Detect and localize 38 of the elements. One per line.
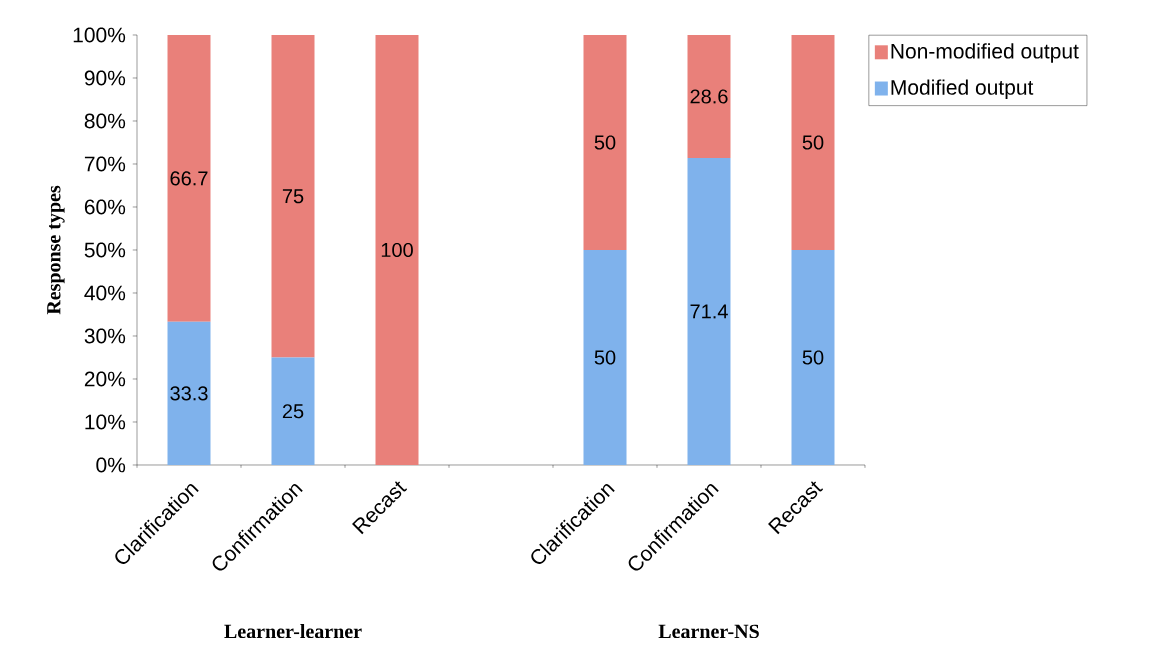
bar <box>375 34 419 465</box>
data-label: 25 <box>282 404 304 419</box>
y-tick-label: 70% <box>84 156 126 172</box>
y-tick-label: 40% <box>84 285 126 301</box>
y-tick-label: 30% <box>84 328 126 344</box>
legend-label: Non-modified output <box>891 43 1079 63</box>
bar <box>271 34 315 358</box>
bar <box>583 34 627 250</box>
data-label: 71.4 <box>690 304 728 319</box>
y-tick-label: 10% <box>85 414 126 430</box>
y-axis-title: Response types <box>47 185 65 315</box>
y-tick-label: 90% <box>84 70 126 86</box>
text: Learner-learner <box>224 624 362 639</box>
bar <box>791 34 835 250</box>
y-tick-label: 60% <box>84 199 126 215</box>
data-label: 50 <box>594 350 616 365</box>
bar <box>167 34 211 322</box>
bar <box>791 249 835 465</box>
y-tick-label: 80% <box>84 113 126 129</box>
bar <box>583 249 627 465</box>
bar <box>271 357 315 465</box>
y-tick-label: 20% <box>84 371 126 387</box>
data-label: 50 <box>594 135 616 150</box>
data-label: 50 <box>802 135 824 150</box>
data-label: 66.7 <box>170 171 208 186</box>
data-label: 33.3 <box>170 386 208 401</box>
bar <box>687 157 731 465</box>
y-tick-label: 0% <box>96 457 126 473</box>
y-tick-label: 100% <box>73 27 126 43</box>
data-label: 28.6 <box>690 89 728 104</box>
bar <box>687 34 731 158</box>
y-tick-label: 50% <box>84 242 126 258</box>
data-label: 100 <box>381 242 413 258</box>
bar <box>167 321 211 465</box>
data-label: 50 <box>802 350 824 365</box>
text: Learner-NS <box>658 624 759 639</box>
legend-label: Modified output <box>891 79 1034 99</box>
data-label: 75 <box>282 189 304 204</box>
